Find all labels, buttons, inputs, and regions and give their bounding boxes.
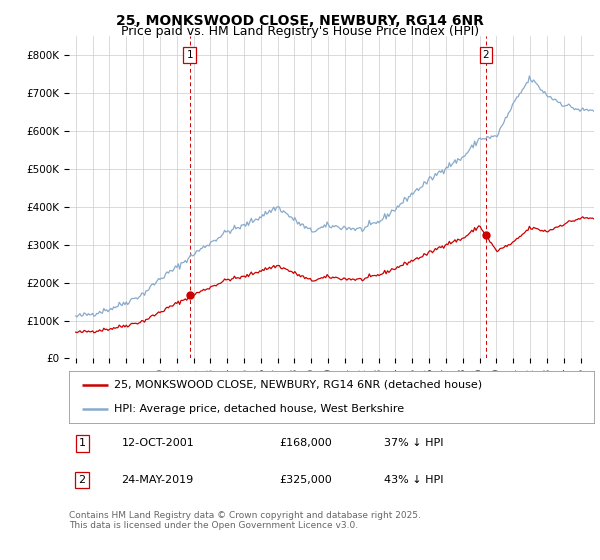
Text: 2: 2 [482, 50, 489, 60]
Text: 1: 1 [187, 50, 193, 60]
Text: £325,000: £325,000 [279, 475, 332, 485]
Text: 37% ↓ HPI: 37% ↓ HPI [384, 438, 443, 449]
Text: 43% ↓ HPI: 43% ↓ HPI [384, 475, 443, 485]
Text: 24-MAY-2019: 24-MAY-2019 [121, 475, 194, 485]
Text: 25, MONKSWOOD CLOSE, NEWBURY, RG14 6NR: 25, MONKSWOOD CLOSE, NEWBURY, RG14 6NR [116, 14, 484, 28]
Text: Price paid vs. HM Land Registry's House Price Index (HPI): Price paid vs. HM Land Registry's House … [121, 25, 479, 38]
Text: £168,000: £168,000 [279, 438, 332, 449]
Text: Contains HM Land Registry data © Crown copyright and database right 2025.
This d: Contains HM Land Registry data © Crown c… [69, 511, 421, 530]
Text: 12-OCT-2001: 12-OCT-2001 [121, 438, 194, 449]
Text: 1: 1 [79, 438, 86, 449]
Text: 25, MONKSWOOD CLOSE, NEWBURY, RG14 6NR (detached house): 25, MONKSWOOD CLOSE, NEWBURY, RG14 6NR (… [113, 380, 482, 390]
Text: 2: 2 [79, 475, 86, 485]
Text: HPI: Average price, detached house, West Berkshire: HPI: Average price, detached house, West… [113, 404, 404, 414]
